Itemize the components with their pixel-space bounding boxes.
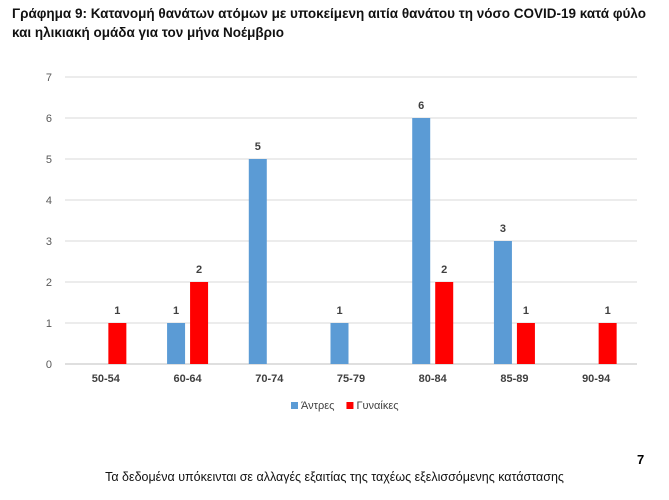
legend: Άντρες Γυναίκες <box>291 400 399 412</box>
bar-men <box>493 241 512 364</box>
bar-men <box>330 323 349 364</box>
x-tick-label: 90-94 <box>582 373 611 385</box>
y-tick-label: 3 <box>46 236 52 248</box>
data-labels: 1 1 2 5 1 6 2 3 1 1 <box>114 100 610 317</box>
legend-swatch-women <box>346 402 354 409</box>
y-tick-label: 5 <box>46 154 52 166</box>
gridlines <box>65 76 637 365</box>
bar-women <box>598 323 617 364</box>
bar-chart: 0 1 2 3 4 5 6 7 1 1 2 5 1 6 2 3 1 1 50-54 60-64 70-74 75-79… <box>46 72 637 412</box>
y-tick-label: 6 <box>46 113 52 125</box>
x-tick-label: 75-79 <box>337 373 365 385</box>
x-tick-label: 80-84 <box>419 373 448 385</box>
bar-men <box>412 118 431 364</box>
bars <box>108 118 617 364</box>
legend-label-women: Γυναίκες <box>356 400 398 412</box>
data-label: 1 <box>173 305 179 317</box>
bar-women <box>516 323 535 364</box>
bar-men <box>248 159 267 364</box>
bar-women <box>435 282 454 364</box>
data-label: 1 <box>523 305 529 317</box>
data-label: 1 <box>336 305 342 317</box>
x-tick-label: 85-89 <box>500 373 528 385</box>
footer-note: Τα δεδομένα υπόκεινται σε αλλαγές εξαιτί… <box>105 470 564 484</box>
x-tick-label: 50-54 <box>92 373 121 385</box>
x-tick-label: 70-74 <box>255 373 284 385</box>
data-label: 5 <box>255 141 261 153</box>
legend-swatch-men <box>291 402 298 409</box>
chart-title-line-2: και ηλικιακή ομάδα για τον μήνα Νοέμβριο <box>12 25 284 40</box>
bar-women <box>108 323 127 364</box>
data-label: 1 <box>605 305 611 317</box>
bar-women <box>190 282 209 364</box>
data-label: 2 <box>196 264 202 276</box>
y-tick-label: 0 <box>46 359 52 371</box>
bar-men <box>167 323 186 364</box>
page-number: 7 <box>637 452 645 467</box>
y-tick-label: 2 <box>46 277 52 289</box>
chart-title: Γράφημα 9: Κατανομή θανάτων ατόμων με υπ… <box>12 4 662 42</box>
y-tick-label: 1 <box>46 318 52 330</box>
legend-label-men: Άντρες <box>301 400 334 412</box>
data-label: 2 <box>441 264 447 276</box>
y-tick-label: 7 <box>46 72 52 84</box>
data-label: 3 <box>500 223 506 235</box>
data-label: 1 <box>114 305 120 317</box>
y-tick-label: 4 <box>46 195 52 207</box>
x-axis-tick-labels: 50-54 60-64 70-74 75-79 80-84 85-89 90-94 <box>92 373 611 385</box>
data-label: 6 <box>418 100 424 112</box>
x-tick-label: 60-64 <box>174 373 203 385</box>
chart-title-line-1: Γράφημα 9: Κατανομή θανάτων ατόμων με υπ… <box>12 6 646 21</box>
y-axis-tick-labels: 0 1 2 3 4 5 6 7 <box>46 72 52 371</box>
